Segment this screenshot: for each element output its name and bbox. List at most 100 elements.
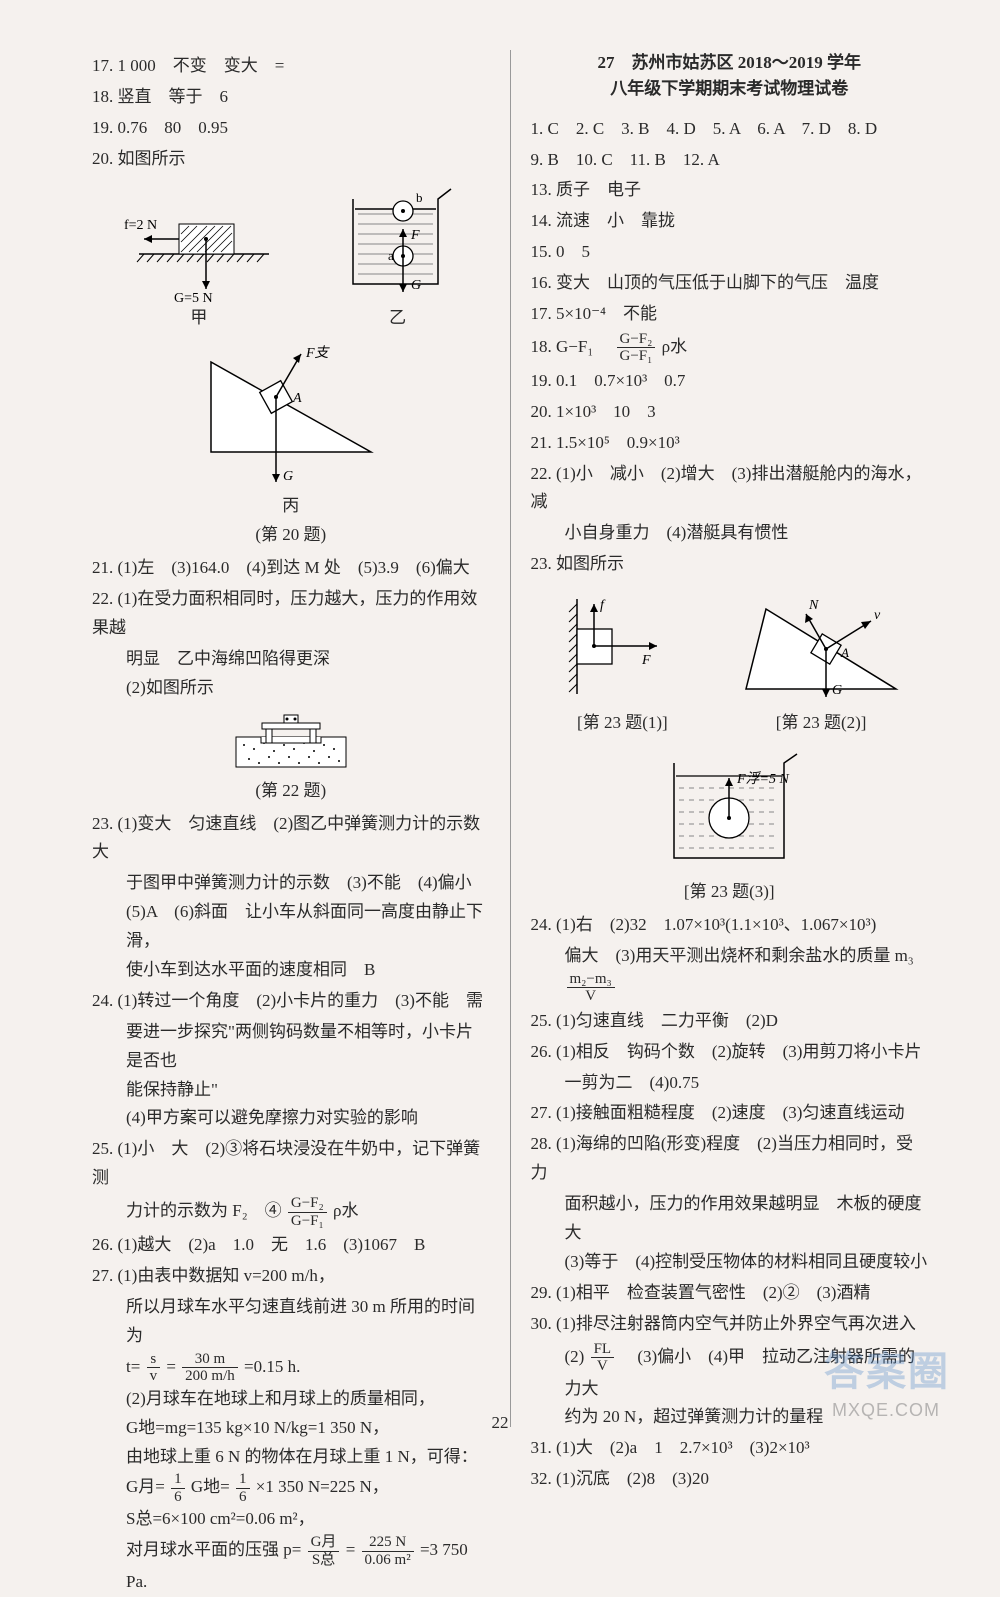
q27c: t= sv = 30 m200 m/h =0.15 h. [92,1351,490,1385]
frac-den: G−F₁ [288,1213,327,1230]
r-q28c: (3)等于 (4)控制受压物体的材料相同且硬度较小 [531,1248,929,1277]
t: t= [126,1357,140,1376]
r-q20: 20. 1×10³ 10 3 [531,398,929,427]
r-q28b: 面积越小，压力的作用效果越明显 木板的硬度大 [531,1190,929,1248]
eq: = [346,1540,356,1559]
svg-text:G=5 N: G=5 N [174,291,213,304]
q25b-post: ρ水 [333,1201,358,1220]
post: ρ水 [662,337,687,356]
fig20-jia: f=2 N G=5 N 甲 [119,184,279,333]
page: 17. 1 000 不变 变大 = 18. 竖直 等于 6 19. 0.76 8… [0,0,1000,1457]
fd: V [591,1358,615,1375]
mcq1: 1. C 2. C 3. B 4. D 5. A 6. A 7. D 8. D [531,115,929,144]
fn: G月 [308,1534,340,1552]
r-q29: 29. (1)相平 检查装置气密性 (2)② (3)酒精 [531,1279,929,1308]
pre: 18. G−F₁ [531,337,611,356]
mcq2: 9. B 10. C 11. B 12. A [531,146,929,175]
svg-text:v: v [874,608,881,623]
fd: 6 [171,1489,185,1506]
q19: 19. 0.76 80 0.95 [92,114,490,143]
svg-text:F: F [641,653,651,668]
q23b: 于图甲中弹簧测力计的示数 (3)不能 (4)偏小 [92,869,490,898]
fn: G−F₂ [617,331,656,349]
eq: = [166,1357,176,1376]
fd: V [567,988,615,1005]
q25a: 25. (1)小 大 (2)③将石块浸没在牛奶中，记下弹簧测 [92,1135,490,1193]
r-q32: 32. (1)沉底 (2)8 (3)20 [531,1465,929,1494]
r-q26b: 一剪为二 (4)0.75 [531,1069,929,1098]
r-q24b: 偏大 (3)用天平测出烧杯和剩余盐水的质量 m₃ [531,942,929,971]
right-column: 27 苏州市姑苏区 2018～2019 学年 八年级下学期期末考试物理试卷 1.… [511,50,941,1427]
fd: v [147,1368,161,1385]
fd: 0.06 m² [362,1552,414,1569]
svg-text:F支: F支 [305,345,331,361]
q24c: 能保持静止" [92,1076,490,1105]
exam-title: 27 苏州市姑苏区 2018～2019 学年 八年级下学期期末考试物理试卷 [531,50,929,103]
fn: 30 m [182,1351,238,1369]
fd: S总 [308,1552,340,1569]
svg-text:G: G [283,469,293,484]
r-q18: 18. G−F₁ G−F₂G−F₁ ρ水 [531,331,929,365]
q27h: S总=6×100 cm²=0.06 m²， [92,1505,490,1534]
q27d: (2)月球车在地球上和月球上的质量相同， [92,1385,490,1414]
r-q22b: 小自身重力 (4)潜艇具有惯性 [531,519,929,548]
r-q19: 19. 0.1 0.7×10³ 0.7 [531,367,929,396]
watermark: 答案圈 [824,1339,950,1397]
fig23-1: f F [第 23 题(1)] [547,589,697,738]
q25b: 力计的示数为 F₂ ④ G−F₂G−F₁ ρ水 [92,1195,490,1229]
pre: 对月球水平面的压强 p= [126,1540,301,1559]
fd: G−F₁ [617,348,656,365]
left-column: 17. 1 000 不变 变大 = 18. 竖直 等于 6 19. 0.76 8… [80,50,511,1427]
r-q22a: 22. (1)小 减小 (2)增大 (3)排出潜艇舱内的海水，减 [531,460,929,518]
svg-text:N: N [808,598,819,613]
svg-text:f: f [600,598,606,613]
r-q28a: 28. (1)海绵的凹陷(形变)程度 (2)当压力相同时，受力 [531,1130,929,1188]
q27b: 所以月球车水平匀速直线前进 30 m 所用的时间为 [92,1293,490,1351]
fig20-row1: f=2 N G=5 N 甲 [92,180,490,337]
svg-text:A: A [292,391,302,406]
fig23-row1: f F [第 23 题(1)] A [531,585,929,742]
end: =0.15 h. [244,1357,300,1376]
fn: 1 [171,1471,185,1489]
pre: (2) [565,1346,585,1365]
svg-text:G: G [832,683,842,698]
watermark-url: MXQE.COM [832,1400,940,1421]
r-q25: 25. (1)匀速直线 二力平衡 (2)D [531,1007,929,1036]
fd: 200 m/h [182,1368,238,1385]
fig20-yi-label: 乙 [333,304,463,333]
q23a: 23. (1)变大 匀速直线 (2)图乙中弹簧测力计的示数大 [92,810,490,868]
r-q13: 13. 质子 电子 [531,176,929,205]
q22a: 22. (1)在受力面积相同时，压力越大，压力的作用效果越 [92,585,490,643]
fig20-caption: (第 20 题) [92,521,490,550]
fn: 225 N [362,1534,414,1552]
svg-text:b: b [416,190,423,205]
q27g: G月= 16 G地= 16 ×1 350 N=225 N， [92,1471,490,1505]
end: ×1 350 N=225 N， [256,1477,389,1496]
r-q27: 27. (1)接触面粗糙程度 (2)速度 (3)匀速直线运动 [531,1099,929,1128]
q25b-pre: 力计的示数为 F₂ ④ [126,1201,282,1220]
r-q23: 23. 如图所示 [531,550,929,579]
svg-text:G: G [411,278,421,293]
fn: 1 [236,1471,250,1489]
fn: s [147,1351,161,1369]
fig20-jia-label: 甲 [119,304,279,333]
svg-text:A: A [840,645,849,660]
fig23-cap1: [第 23 题(1)] [547,709,697,738]
mid: G地= [191,1477,230,1496]
q27i: 对月球水平面的压强 p= G月S总 = 225 N0.06 m² =3 750 … [92,1534,490,1597]
title-line1: 27 苏州市姑苏区 2018～2019 学年 [531,50,929,76]
q24d: (4)甲方案可以避免摩擦力对实验的影响 [92,1104,490,1133]
r-q21: 21. 1.5×10⁵ 0.9×10³ [531,429,929,458]
fig20-bing-label: 丙 [92,492,490,521]
q22c: (2)如图所示 [92,674,490,703]
q17: 17. 1 000 不变 变大 = [92,52,490,81]
fig22-caption: (第 22 题) [92,777,490,806]
r-q14: 14. 流速 小 靠拢 [531,207,929,236]
frac-num: G−F₂ [288,1195,327,1213]
fig23-cap3: [第 23 题(3)] [531,878,929,907]
r-q17: 17. 5×10⁻⁴ 不能 [531,300,929,329]
r-q31: 31. (1)大 (2)a 1 2.7×10³ (3)2×10³ [531,1434,929,1463]
fd: 6 [236,1489,250,1506]
r-q15: 15. 0 5 [531,238,929,267]
r-q24a: 24. (1)右 (2)32 1.07×10³(1.1×10³、1.067×10… [531,911,929,940]
